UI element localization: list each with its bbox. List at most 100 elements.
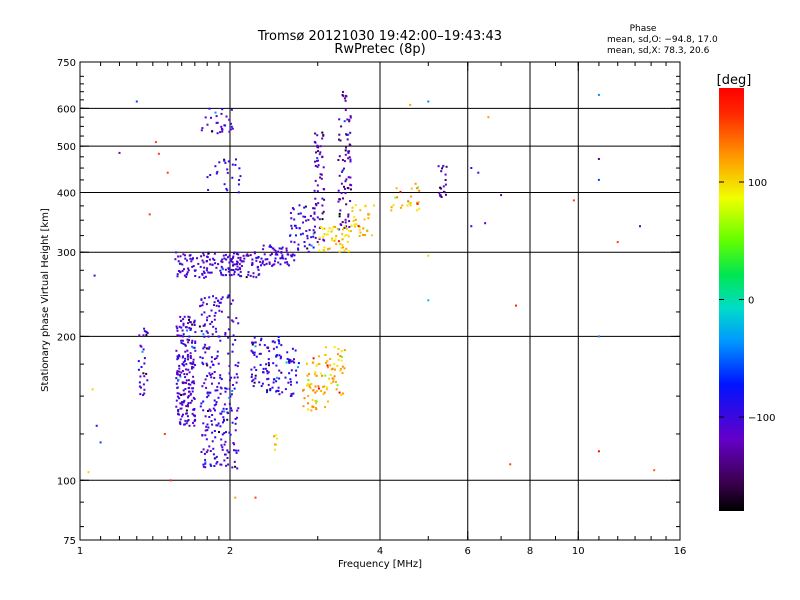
data-point (309, 215, 312, 217)
data-point (142, 348, 145, 351)
data-point (179, 334, 182, 337)
colorbar-label: [deg] (717, 73, 752, 88)
data-point (224, 332, 227, 334)
data-point (292, 392, 295, 395)
data-point (209, 271, 211, 274)
data-point (183, 381, 186, 384)
data-point (135, 100, 138, 103)
data-point (215, 357, 218, 360)
data-point (308, 229, 311, 232)
data-point (318, 237, 321, 240)
data-point (225, 115, 228, 118)
data-point (320, 389, 323, 392)
data-point (297, 212, 300, 215)
data-point (225, 431, 227, 434)
data-point (99, 441, 102, 444)
data-point (266, 370, 269, 372)
data-point (210, 420, 213, 422)
data-point (227, 294, 230, 297)
data-point (315, 400, 318, 403)
data-point (204, 415, 207, 418)
data-point (184, 419, 187, 422)
data-point (199, 405, 202, 408)
data-point (221, 433, 224, 436)
data-point (287, 381, 290, 384)
data-point (231, 390, 234, 392)
data-point (235, 373, 238, 376)
data-point (231, 127, 234, 130)
data-point (280, 247, 283, 250)
data-point (344, 149, 347, 152)
data-point (206, 176, 209, 179)
data-point (293, 259, 296, 262)
data-point (334, 237, 337, 240)
data-point (363, 218, 366, 221)
data-point (186, 271, 189, 274)
data-point (235, 451, 238, 454)
data-point (219, 301, 222, 304)
data-point (143, 375, 146, 378)
data-point (213, 371, 216, 373)
data-point (176, 386, 179, 389)
data-point (212, 257, 215, 260)
data-point (206, 429, 209, 432)
data-point (209, 323, 212, 325)
data-point (266, 372, 269, 375)
data-point (187, 405, 190, 408)
data-point (323, 246, 326, 249)
data-point (346, 138, 349, 141)
data-point (208, 296, 211, 299)
data-point (179, 418, 182, 421)
x-axis: 1 2 4 6 8 10 16 (77, 62, 686, 557)
data-point (358, 226, 361, 228)
data-point (216, 350, 219, 353)
data-point (338, 215, 341, 218)
data-point (187, 387, 190, 389)
data-point (142, 334, 145, 337)
data-point (252, 352, 255, 355)
data-point (93, 274, 96, 277)
data-point (264, 258, 267, 261)
data-point (181, 415, 184, 418)
data-point (235, 416, 238, 419)
data-point (179, 374, 181, 377)
data-point (323, 249, 325, 252)
data-point (295, 374, 297, 377)
data-point (222, 416, 225, 419)
data-point (298, 204, 301, 207)
data-point (237, 253, 240, 256)
colorbar-ticks: 100 0 −100 (719, 178, 775, 424)
data-point (163, 433, 166, 435)
data-point (399, 190, 402, 193)
y-tick-label: 600 (57, 104, 76, 115)
data-point (339, 223, 342, 226)
data-point (255, 259, 258, 262)
data-point (262, 248, 265, 251)
data-point (201, 272, 204, 275)
data-point (345, 203, 348, 206)
data-point (427, 100, 430, 103)
data-point (252, 272, 255, 275)
data-point (251, 261, 254, 264)
data-point (182, 318, 185, 321)
data-point (210, 116, 212, 119)
data-point (297, 248, 300, 251)
data-point (358, 235, 361, 237)
data-point (176, 395, 179, 398)
data-point (390, 206, 393, 209)
data-point (177, 410, 180, 413)
data-point (312, 357, 315, 360)
data-point (204, 351, 207, 354)
data-point (182, 324, 185, 327)
data-point (500, 194, 503, 197)
data-point (291, 347, 294, 350)
data-point (232, 263, 235, 266)
data-point (200, 255, 203, 258)
data-point (308, 383, 311, 386)
data-point (251, 263, 254, 265)
data-point (230, 258, 233, 260)
data-point (278, 377, 281, 380)
data-point (141, 350, 144, 353)
data-point (215, 455, 218, 458)
data-point (323, 233, 326, 236)
